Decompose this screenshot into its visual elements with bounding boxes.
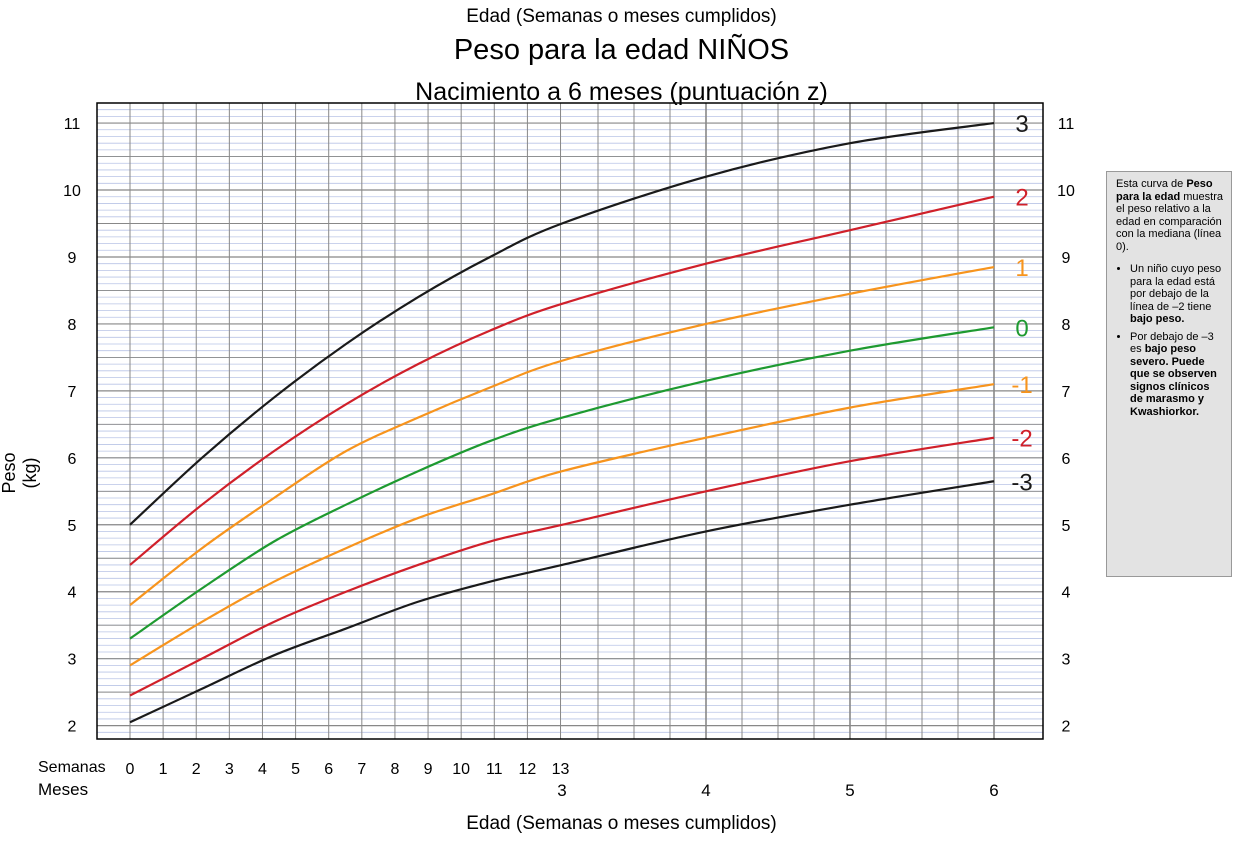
week-tick-label: 5 xyxy=(291,761,300,778)
week-tick-label: 12 xyxy=(519,761,537,778)
zscore-curve-1 xyxy=(129,265,995,606)
y-tick-label-right: 7 xyxy=(1062,384,1071,401)
y-tick-label: 6 xyxy=(68,451,77,468)
months-axis-label: Meses xyxy=(38,780,89,799)
info-box: Esta curva de Peso para la edad muestra … xyxy=(1106,171,1232,577)
y-axis-label: Peso (kg) xyxy=(0,452,40,494)
curve-label: -3 xyxy=(1011,469,1032,496)
month-tick-labels: 3 4 5 6 xyxy=(557,781,998,800)
y-tick-label: 11 xyxy=(64,116,81,133)
week-tick-label: 13 xyxy=(552,761,570,778)
curve-labels: 3 2 1 0 -1 -2 -3 xyxy=(1011,111,1032,496)
y-tick-label-right: 10 xyxy=(1057,183,1075,200)
info-intro: Esta curva de Peso para la edad muestra … xyxy=(1116,178,1225,253)
info-bullet2-text: Por debajo de –3 es xyxy=(1130,330,1214,356)
y-tick-label-right: 4 xyxy=(1062,585,1071,602)
week-tick-label: 9 xyxy=(424,761,433,778)
week-tick-label: 11 xyxy=(486,761,503,778)
week-tick-label: 0 xyxy=(126,761,135,778)
week-tick-labels: 0 1 2 3 4 5 6 7 8 9 10 11 12 13 xyxy=(126,761,570,778)
week-tick-label: 4 xyxy=(258,761,267,778)
week-tick-label: 1 xyxy=(159,761,168,778)
y-tick-label-right: 9 xyxy=(1062,250,1071,267)
curve-label: 0 xyxy=(1015,315,1028,342)
weeks-axis-label: Semanas xyxy=(38,759,106,776)
curve-label: -1 xyxy=(1011,372,1032,399)
y-tick-label: 10 xyxy=(63,183,81,200)
info-intro-bold: Peso para la edad xyxy=(1116,178,1213,203)
y-tick-label-right: 8 xyxy=(1062,317,1071,334)
chart-subtitle: Nacimiento a 6 meses (puntuación z) xyxy=(415,78,828,106)
month-tick-label: 5 xyxy=(845,781,854,800)
y-tick-label: 7 xyxy=(68,384,77,401)
info-bullet1-bold: bajo peso. xyxy=(1130,313,1185,325)
y-tick-label-right: 2 xyxy=(1062,719,1071,736)
zscore-curves xyxy=(129,121,995,724)
plot-border xyxy=(96,102,1044,740)
curve-label: 3 xyxy=(1015,111,1028,138)
info-intro-pre: Esta curva de xyxy=(1116,178,1184,190)
major-grid xyxy=(97,103,1043,739)
y-tick-label: 9 xyxy=(68,250,77,267)
y-tick-label-right: 11 xyxy=(1058,116,1075,133)
zscore-curve-2 xyxy=(129,195,995,566)
top-caption: Edad (Semanas o meses cumplidos) xyxy=(466,6,777,27)
zscore-curve--1 xyxy=(129,383,995,667)
y-tick-label-right: 5 xyxy=(1062,518,1071,535)
info-bullet-severe: Por debajo de –3 es bajo peso severo. Pu… xyxy=(1130,331,1225,419)
week-tick-label: 10 xyxy=(452,761,470,778)
y-tick-label-right: 6 xyxy=(1062,451,1071,468)
y-tick-label: 8 xyxy=(68,317,77,334)
y-tick-label: 2 xyxy=(68,719,77,736)
info-bullets: Un niño cuyo peso para la edad está por … xyxy=(1116,263,1225,418)
info-intro-post: muestra el peso relativo a la edad en co… xyxy=(1116,190,1224,253)
zscore-curve-0 xyxy=(129,326,995,640)
y-axis-left: 2 3 4 5 6 7 8 9 10 11 xyxy=(63,116,81,736)
curve-label: 1 xyxy=(1015,255,1028,282)
week-tick-label: 6 xyxy=(324,761,333,778)
zscore-curve-3 xyxy=(129,121,995,526)
month-tick-label: 4 xyxy=(701,781,710,800)
curve-label: -2 xyxy=(1011,426,1032,453)
y-tick-label: 5 xyxy=(68,518,77,535)
x-axis-label: Edad (Semanas o meses cumplidos) xyxy=(466,813,777,834)
week-tick-label: 2 xyxy=(192,761,201,778)
y-tick-label-right: 3 xyxy=(1062,652,1071,669)
week-tick-label: 7 xyxy=(357,761,366,778)
minor-grid xyxy=(97,102,1043,740)
month-tick-label: 3 xyxy=(557,781,566,800)
week-tick-label: 3 xyxy=(225,761,234,778)
curve-label: 2 xyxy=(1015,185,1028,212)
chart-title: Peso para la edad NIÑOS xyxy=(453,34,790,66)
info-bullet2-bold: bajo peso severo. Puede que se observen … xyxy=(1130,343,1217,418)
info-bullet1-text: Un niño cuyo peso para la edad está por … xyxy=(1130,263,1222,313)
y-tick-label: 3 xyxy=(68,652,77,669)
y-tick-label: 4 xyxy=(68,585,77,602)
info-bullet-underweight: Un niño cuyo peso para la edad está por … xyxy=(1130,263,1225,326)
zscore-curve--2 xyxy=(129,436,995,697)
week-tick-label: 8 xyxy=(390,761,399,778)
month-tick-label: 6 xyxy=(989,781,998,800)
zscore-curve--3 xyxy=(129,480,995,724)
y-axis-right: 2 3 4 5 6 7 8 9 10 11 xyxy=(1057,116,1075,736)
